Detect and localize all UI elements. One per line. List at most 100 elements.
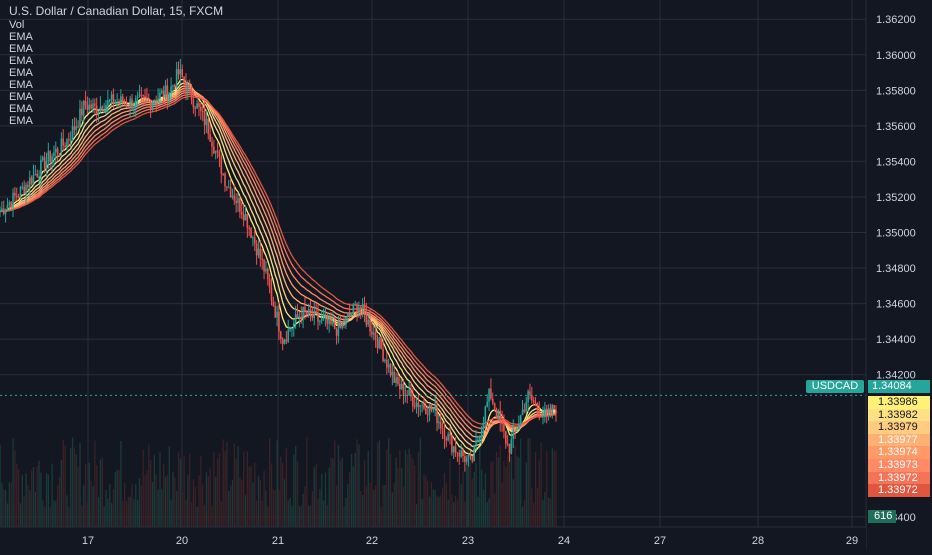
indicator-ema-label[interactable]: EMA xyxy=(9,91,33,103)
candle-body xyxy=(341,323,343,328)
volume-bar xyxy=(32,467,35,527)
volume-bar xyxy=(315,464,317,527)
volume-bar xyxy=(454,495,457,527)
candle-body xyxy=(536,403,539,409)
ema-line xyxy=(0,93,557,429)
time-tick-label: 23 xyxy=(462,535,474,547)
candle-body xyxy=(200,106,202,112)
volume-bar xyxy=(88,462,90,527)
volume-bar xyxy=(415,503,418,527)
volume-bar xyxy=(142,449,144,527)
volume-bar xyxy=(62,439,64,527)
candle-body xyxy=(172,85,174,87)
candle-body xyxy=(497,410,500,418)
volume-bar xyxy=(378,440,381,527)
candle-body xyxy=(218,151,221,157)
volume-bar xyxy=(334,440,336,527)
time-tick-label: 28 xyxy=(752,535,764,547)
ema-line xyxy=(0,95,556,425)
volume-bar xyxy=(388,438,390,527)
candle-body xyxy=(107,100,109,106)
volume-bar xyxy=(200,456,202,527)
volume-bar xyxy=(352,466,355,527)
volume-bar xyxy=(319,489,321,527)
indicator-ema-label[interactable]: EMA xyxy=(9,115,33,127)
candle-body xyxy=(408,389,410,396)
volume-bar xyxy=(473,471,475,527)
candle-body xyxy=(244,213,247,221)
volume-bar xyxy=(508,443,511,527)
volume-bar xyxy=(529,438,531,527)
volume-bar xyxy=(358,444,360,527)
candle-body xyxy=(103,111,105,113)
volume-bar xyxy=(90,481,92,527)
volume-bar xyxy=(168,446,170,527)
volume-bar xyxy=(391,492,394,527)
volume-bar xyxy=(382,484,384,527)
volume-bar xyxy=(295,446,297,527)
time-tick-label: 20 xyxy=(176,535,188,547)
volume-bar xyxy=(274,490,276,527)
candle-body xyxy=(68,139,70,141)
volume-bar xyxy=(339,460,341,527)
volume-bar xyxy=(79,443,81,527)
volume-bar xyxy=(187,475,189,527)
candle-body xyxy=(345,316,347,326)
volume-bar xyxy=(462,471,464,527)
candle-body xyxy=(183,77,185,83)
indicator-ema-label[interactable]: EMA xyxy=(9,67,33,79)
candle-body xyxy=(278,311,280,332)
volume-bar xyxy=(408,448,410,527)
volume-bar xyxy=(189,454,191,527)
indicator-ema-label[interactable]: EMA xyxy=(9,79,33,91)
price-tick-label: 1.34600 xyxy=(876,299,916,311)
candle-body xyxy=(491,398,494,404)
indicator-ema-label[interactable]: EMA xyxy=(9,31,33,43)
volume-bar xyxy=(555,450,557,527)
candle-body xyxy=(73,126,76,130)
candle-body xyxy=(147,99,150,101)
candle-body xyxy=(2,208,5,214)
candle-body xyxy=(391,371,394,376)
indicator-vol-label[interactable]: Vol xyxy=(9,19,25,31)
volume-bar xyxy=(8,482,10,527)
volume-bar xyxy=(1,482,3,527)
volume-bar xyxy=(531,488,533,527)
candle-body xyxy=(134,98,137,107)
volume-bar xyxy=(276,440,278,527)
grid xyxy=(0,0,866,527)
candle-body xyxy=(209,134,211,142)
price-axis-labels: 1.36200 1.36000 1.35800 1.35600 1.35400 1.352… xyxy=(876,14,916,524)
candle-body xyxy=(125,103,128,107)
volume-bar xyxy=(412,458,414,527)
volume-bar xyxy=(536,487,539,527)
indicator-ema-label[interactable]: EMA xyxy=(9,103,33,115)
volume-bar xyxy=(505,466,507,527)
candle-body xyxy=(540,415,542,417)
candle-body xyxy=(157,98,159,103)
symbol-title[interactable]: U.S. Dollar / Canadian Dollar, 15, FXCM xyxy=(9,4,224,18)
volume-bar xyxy=(29,490,31,527)
candle-body xyxy=(220,156,223,174)
volume-bar xyxy=(218,453,221,527)
candle-body xyxy=(162,90,165,98)
volume-bar xyxy=(239,478,241,527)
time-axis[interactable] xyxy=(0,527,866,550)
candle-body xyxy=(259,248,262,259)
volume-bar xyxy=(190,502,193,527)
candle-body xyxy=(369,319,371,332)
indicator-ema-label[interactable]: EMA xyxy=(9,43,33,55)
candle-body xyxy=(328,317,330,324)
candle-body xyxy=(142,95,144,97)
candle-body xyxy=(187,84,189,92)
volume-bar xyxy=(494,493,496,527)
candle-body xyxy=(478,437,481,440)
volume-bar xyxy=(445,483,447,527)
volume-bar xyxy=(367,451,369,527)
volume-bar xyxy=(269,438,271,527)
candle-body xyxy=(387,364,390,368)
indicator-ema-label[interactable]: EMA xyxy=(9,55,33,67)
volume-bar xyxy=(348,471,351,527)
